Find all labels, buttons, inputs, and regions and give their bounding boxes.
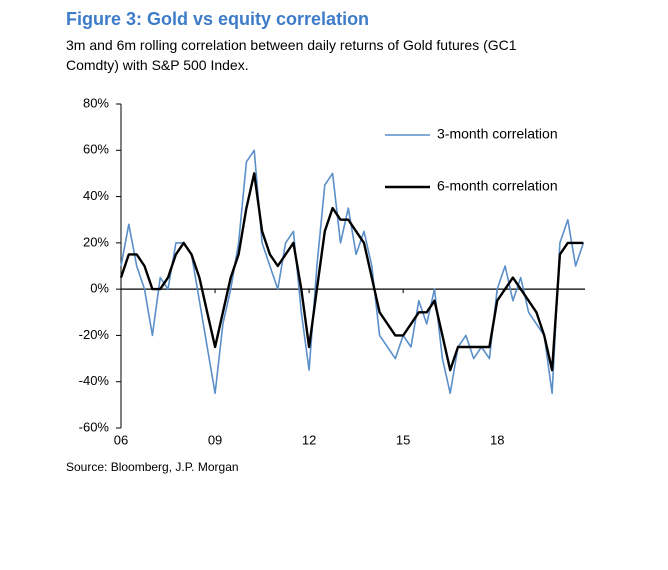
y-tick-label: 0% <box>90 281 109 296</box>
x-tick-label: 15 <box>396 432 410 447</box>
legend-label: 3-month correlation <box>437 126 558 142</box>
legend-label: 6-month correlation <box>437 178 558 194</box>
chart-subtitle: 3m and 6m rolling correlation between da… <box>66 37 517 73</box>
x-tick-label: 18 <box>490 432 504 447</box>
series-line <box>120 149 585 395</box>
x-tick-label: 06 <box>114 432 128 447</box>
x-tick-label: 12 <box>302 432 316 447</box>
chart-title: Figure 3: Gold vs equity correlation <box>66 9 369 29</box>
source: Source: Bloomberg, J.P. Morgan <box>66 460 239 474</box>
y-tick-label: 80% <box>83 95 109 110</box>
y-tick-label: -20% <box>79 327 110 342</box>
series-line <box>119 172 584 372</box>
y-tick-label: -40% <box>79 373 110 388</box>
x-tick-label: 09 <box>208 432 222 447</box>
y-tick-label: 40% <box>83 188 109 203</box>
y-tick-label: 60% <box>83 142 109 157</box>
y-tick-label: 20% <box>83 234 109 249</box>
y-tick-label: -60% <box>79 419 110 434</box>
